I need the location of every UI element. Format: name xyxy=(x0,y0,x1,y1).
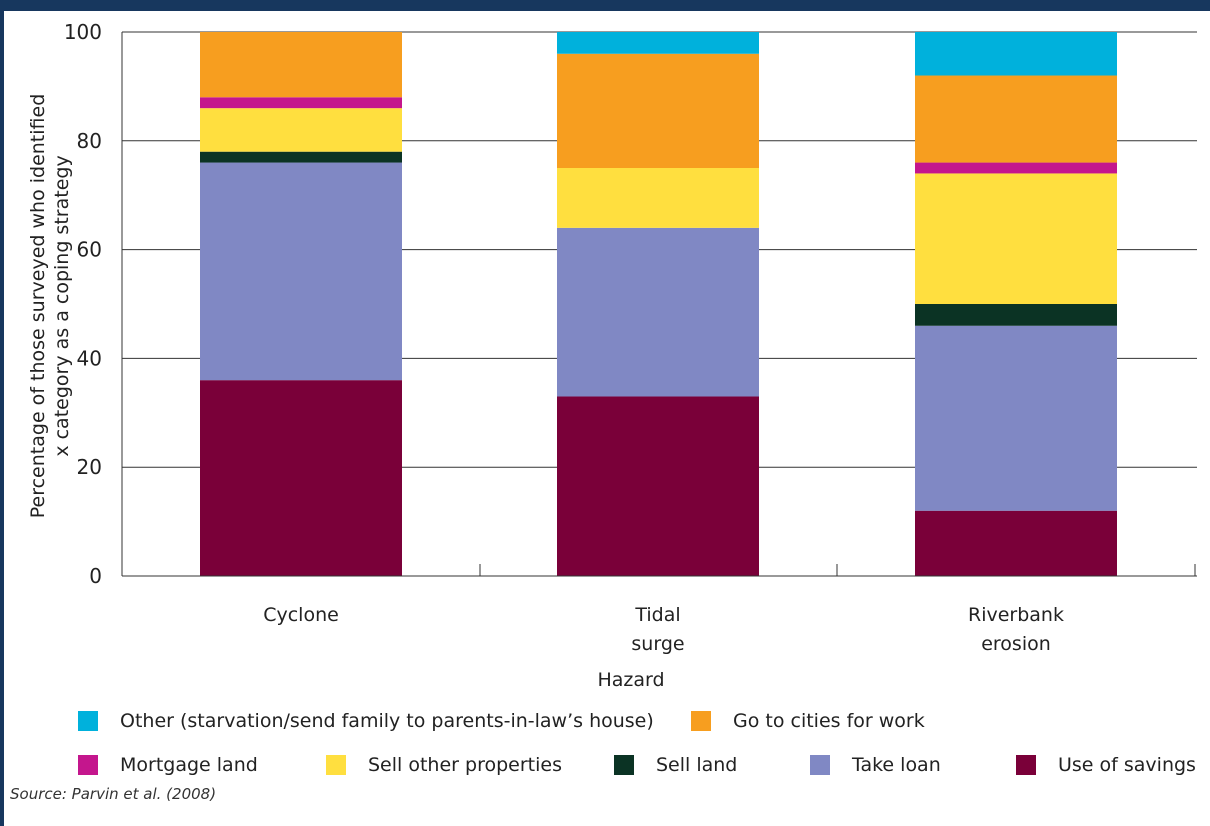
x-category-label-1-0: Tidal xyxy=(634,604,680,626)
y-axis-title-line-2: x category as a coping strategy xyxy=(51,155,73,456)
x-category-labels: Cyclone Tidal surge Riverbank erosion xyxy=(263,604,1064,655)
bar-segment-cyclone-3 xyxy=(200,108,402,152)
bar-segment-riverbank-erosion-0 xyxy=(915,510,1117,576)
bar-segment-cyclone-5 xyxy=(200,32,402,98)
x-category-label-2-1: erosion xyxy=(981,633,1051,655)
axes xyxy=(121,32,1197,577)
bar-segment-riverbank-erosion-3 xyxy=(915,173,1117,304)
x-category-label-2-0: Riverbank xyxy=(968,604,1064,626)
bar-segment-cyclone-2 xyxy=(200,151,402,163)
y-tick-label-0: 0 xyxy=(89,564,102,588)
x-axis-title: Hazard xyxy=(597,669,664,691)
x-category-label-0-0: Cyclone xyxy=(263,604,339,626)
bar-segment-tidal-surge-1 xyxy=(557,227,759,397)
top-border-band xyxy=(0,0,1210,11)
bar-segment-riverbank-erosion-6 xyxy=(915,32,1117,76)
bar-segment-cyclone-0 xyxy=(200,380,402,576)
bar-segment-cyclone-4 xyxy=(200,97,402,109)
left-border-band xyxy=(0,0,4,826)
source-note: Source: Parvin et al. (2008) xyxy=(10,785,217,803)
bar-segment-tidal-surge-6 xyxy=(557,32,759,54)
y-tick-labels: 0 20 40 60 80 100 xyxy=(64,20,102,588)
y-axis-title-line-1: Percentage of those surveyed who identif… xyxy=(27,94,49,519)
bars xyxy=(200,32,1117,576)
bar-segment-riverbank-erosion-1 xyxy=(915,325,1117,511)
y-tick-label-60: 60 xyxy=(77,238,102,262)
y-tick-label-80: 80 xyxy=(77,129,102,153)
bar-segment-riverbank-erosion-2 xyxy=(915,304,1117,326)
bar-segment-tidal-surge-3 xyxy=(557,168,759,228)
bar-segment-riverbank-erosion-5 xyxy=(915,75,1117,163)
bar-segment-cyclone-1 xyxy=(200,162,402,381)
x-category-label-1-1: surge xyxy=(631,633,684,655)
y-tick-label-40: 40 xyxy=(77,346,102,370)
bar-segment-tidal-surge-5 xyxy=(557,53,759,169)
y-tick-label-20: 20 xyxy=(77,455,102,479)
bar-segment-tidal-surge-0 xyxy=(557,396,759,576)
y-tick-label-100: 100 xyxy=(64,20,102,44)
bar-segment-riverbank-erosion-4 xyxy=(915,162,1117,174)
